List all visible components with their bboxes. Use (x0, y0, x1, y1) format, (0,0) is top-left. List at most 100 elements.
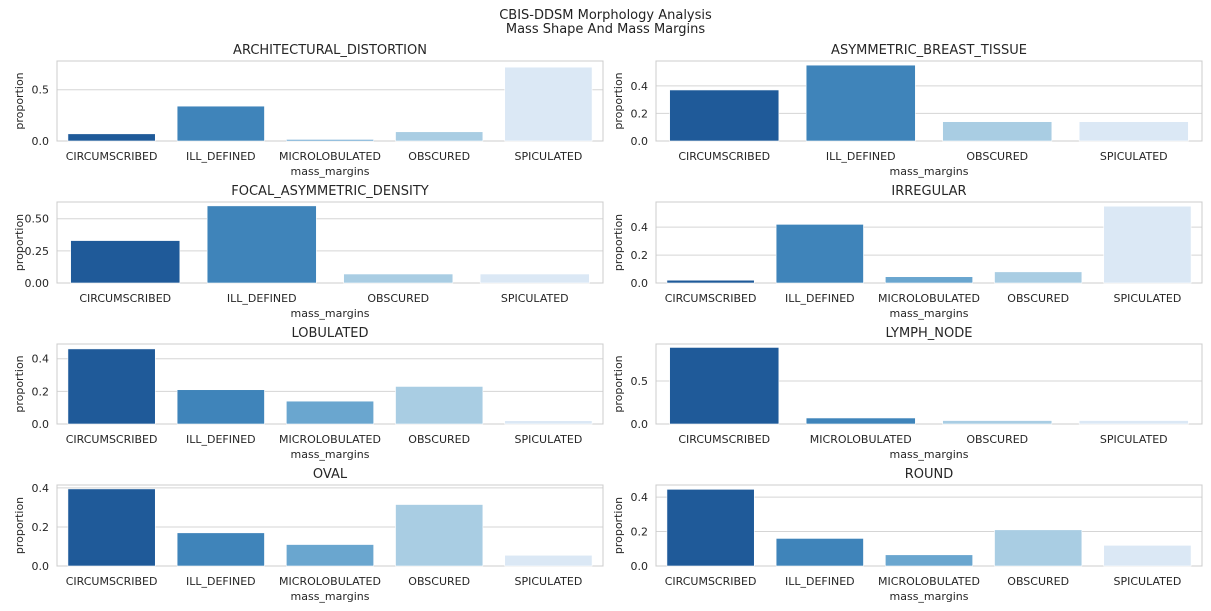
x-axis-label: mass_margins (291, 307, 370, 320)
subplot-lobulated: 0.0 0.2 0.4 CIRCUMSCRIBED ILL_DEFINED MICROLO… (13, 326, 604, 461)
subplot-architectural-distortion: 0.0 0.5 CIRCUMSCRIBED ILL_DEFINED MICROLOBUL… (13, 43, 604, 178)
bar-ill-defined (775, 538, 864, 567)
bar-microlobulated (805, 417, 916, 425)
y-tick-label: 0.4 (631, 491, 649, 504)
bar-ill-defined (206, 205, 317, 284)
y-tick-label: 0.2 (631, 249, 649, 262)
bar-microlobulated (885, 276, 973, 284)
x-tick-label: ILL_DEFINED (186, 575, 256, 588)
bar-circumscribed (666, 489, 755, 567)
y-tick-label: 0.0 (631, 277, 649, 290)
x-tick-label: SPICULATED (1114, 292, 1182, 305)
x-axis-label: mass_margins (890, 165, 969, 178)
x-tick-label: SPICULATED (515, 575, 583, 588)
y-tick-label: 0.0 (32, 135, 50, 148)
y-tick-label: 0.0 (631, 135, 649, 148)
bar-microlobulated (885, 554, 973, 567)
y-tick-label: 0.0 (32, 560, 50, 573)
x-tick-label: ILL_DEFINED (227, 292, 297, 305)
x-tick-label: CIRCUMSCRIBED (79, 292, 171, 305)
bar-circumscribed (669, 347, 780, 425)
y-tick-label: 0.5 (631, 375, 649, 388)
bar-obscured (942, 420, 1053, 425)
y-tick-label: 0.2 (631, 526, 649, 539)
bar-circumscribed (67, 133, 156, 142)
y-tick-label: 0.2 (631, 107, 649, 120)
y-tick-label: 0.25 (25, 245, 50, 258)
x-axis-label: mass_margins (291, 165, 370, 178)
y-tick-label: 0.4 (631, 221, 649, 234)
bar-obscured (343, 273, 454, 284)
subplot-focal-asymmetric-density: 0.00 0.25 0.50 CIRCUMSCRIBED ILL_DEFINED OBSC… (13, 184, 604, 320)
bar-ill-defined (805, 64, 916, 142)
bar-spiculated (479, 273, 590, 284)
subplot-asymmetric-breast-tissue: 0.0 0.2 0.4 CIRCUMSCRIBED ILL_DEFINED OBSCURE… (612, 43, 1203, 178)
bar-spiculated (504, 554, 593, 567)
subplot-oval: 0.0 0.2 0.4 CIRCUMSCRIBED ILL_DEFINED MICROLO… (13, 467, 604, 603)
x-tick-label: CIRCUMSCRIBED (678, 150, 770, 163)
bar-spiculated (1103, 545, 1192, 567)
x-tick-label: SPICULATED (515, 150, 583, 163)
bar-obscured (942, 121, 1053, 142)
x-tick-label: OBSCURED (367, 292, 429, 305)
y-tick-label: 0.0 (32, 418, 50, 431)
x-axis-label: mass_margins (890, 448, 969, 461)
bar-ill-defined (176, 105, 265, 142)
x-tick-label: ILL_DEFINED (785, 575, 855, 588)
bar-circumscribed (70, 240, 181, 284)
y-axis-label: proportion (13, 214, 26, 271)
x-tick-label: SPICULATED (1100, 433, 1168, 446)
bar-obscured (395, 386, 484, 425)
bar-microlobulated (286, 400, 374, 425)
y-tick-label: 0.4 (32, 482, 50, 495)
bar-spiculated (1078, 420, 1189, 425)
x-tick-label: ILL_DEFINED (186, 150, 256, 163)
x-tick-label: CIRCUMSCRIBED (66, 575, 158, 588)
y-tick-label: 0.50 (25, 213, 50, 226)
x-tick-label: OBSCURED (966, 150, 1028, 163)
subplot-irregular: 0.0 0.2 0.4 CIRCUMSCRIBED ILL_DEFINED MICROLO… (612, 184, 1203, 320)
subplot-lymph-node: 0.0 0.5 CIRCUMSCRIBED MICROLOBULATED OBSCURE… (612, 326, 1203, 461)
y-axis-label: proportion (13, 497, 26, 554)
subplot-title: IRREGULAR (891, 184, 966, 199)
x-axis-label: mass_margins (890, 590, 969, 603)
subplot-title: ROUND (905, 467, 954, 482)
x-tick-label: MICROLOBULATED (279, 150, 381, 163)
y-axis-label: proportion (13, 355, 26, 412)
x-tick-label: OBSCURED (408, 575, 470, 588)
y-axis-label: proportion (612, 355, 625, 412)
subplot-title: LYMPH_NODE (886, 326, 973, 341)
x-axis-label: mass_margins (291, 448, 370, 461)
bar-circumscribed (67, 348, 156, 425)
x-tick-label: CIRCUMSCRIBED (66, 433, 158, 446)
subplot-title: LOBULATED (291, 326, 368, 341)
bar-spiculated (504, 66, 593, 142)
x-tick-label: CIRCUMSCRIBED (66, 150, 158, 163)
bar-circumscribed (669, 89, 780, 142)
y-tick-label: 0.00 (25, 277, 50, 290)
figure-title-line1: CBIS-DDSM Morphology Analysis (499, 8, 712, 23)
x-tick-label: MICROLOBULATED (810, 433, 912, 446)
x-tick-label: SPICULATED (501, 292, 569, 305)
x-tick-label: CIRCUMSCRIBED (665, 575, 757, 588)
bar-microlobulated (286, 139, 374, 142)
y-tick-label: 0.5 (32, 84, 50, 97)
bar-ill-defined (176, 532, 265, 567)
y-tick-label: 0.2 (32, 385, 50, 398)
x-tick-label: SPICULATED (1100, 150, 1168, 163)
bar-ill-defined (176, 389, 265, 425)
bar-obscured (994, 529, 1083, 567)
x-axis-label: mass_margins (890, 307, 969, 320)
x-tick-label: OBSCURED (966, 433, 1028, 446)
x-tick-label: OBSCURED (1007, 575, 1069, 588)
bar-circumscribed (67, 488, 156, 567)
y-tick-label: 0.2 (32, 521, 50, 534)
figure-title-line2: Mass Shape And Mass Margins (506, 22, 705, 37)
y-axis-label: proportion (612, 497, 625, 554)
subplot-grid: 0.0 0.5 CIRCUMSCRIBED ILL_DEFINED MICROLOBUL… (13, 43, 1203, 603)
y-axis-label: proportion (612, 72, 625, 129)
y-tick-label: 0.0 (631, 560, 649, 573)
subplot-title: ASYMMETRIC_BREAST_TISSUE (831, 43, 1027, 58)
y-tick-label: 0.4 (32, 353, 50, 366)
